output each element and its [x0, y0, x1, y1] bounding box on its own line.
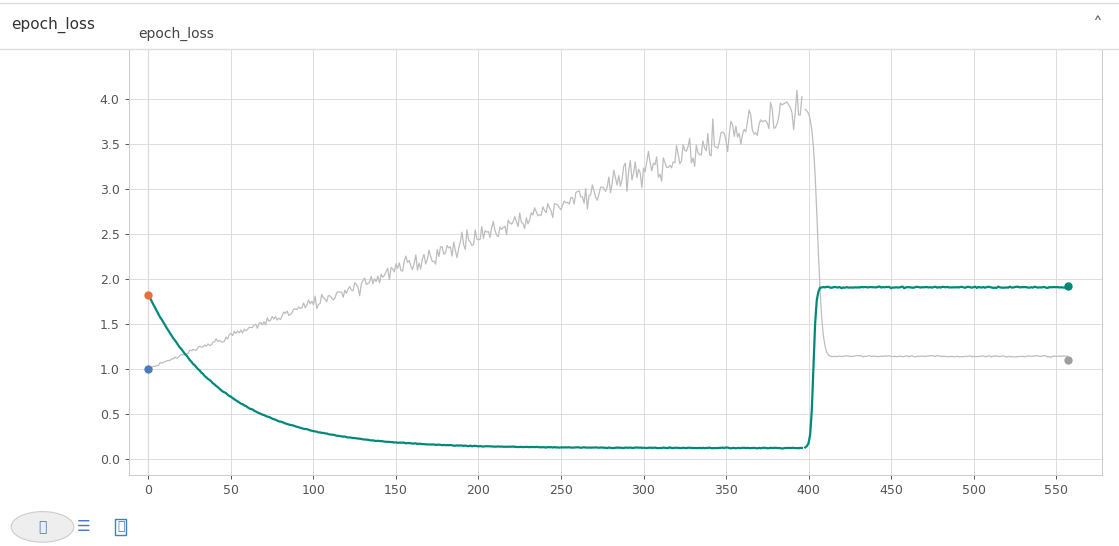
Text: epoch_loss: epoch_loss [139, 27, 215, 40]
Text: ☰: ☰ [77, 519, 91, 535]
Text: ⛶: ⛶ [117, 520, 124, 533]
Text: epoch_loss: epoch_loss [11, 16, 95, 33]
Text: ˄: ˄ [1092, 16, 1102, 35]
Text: ⛶: ⛶ [38, 520, 47, 534]
